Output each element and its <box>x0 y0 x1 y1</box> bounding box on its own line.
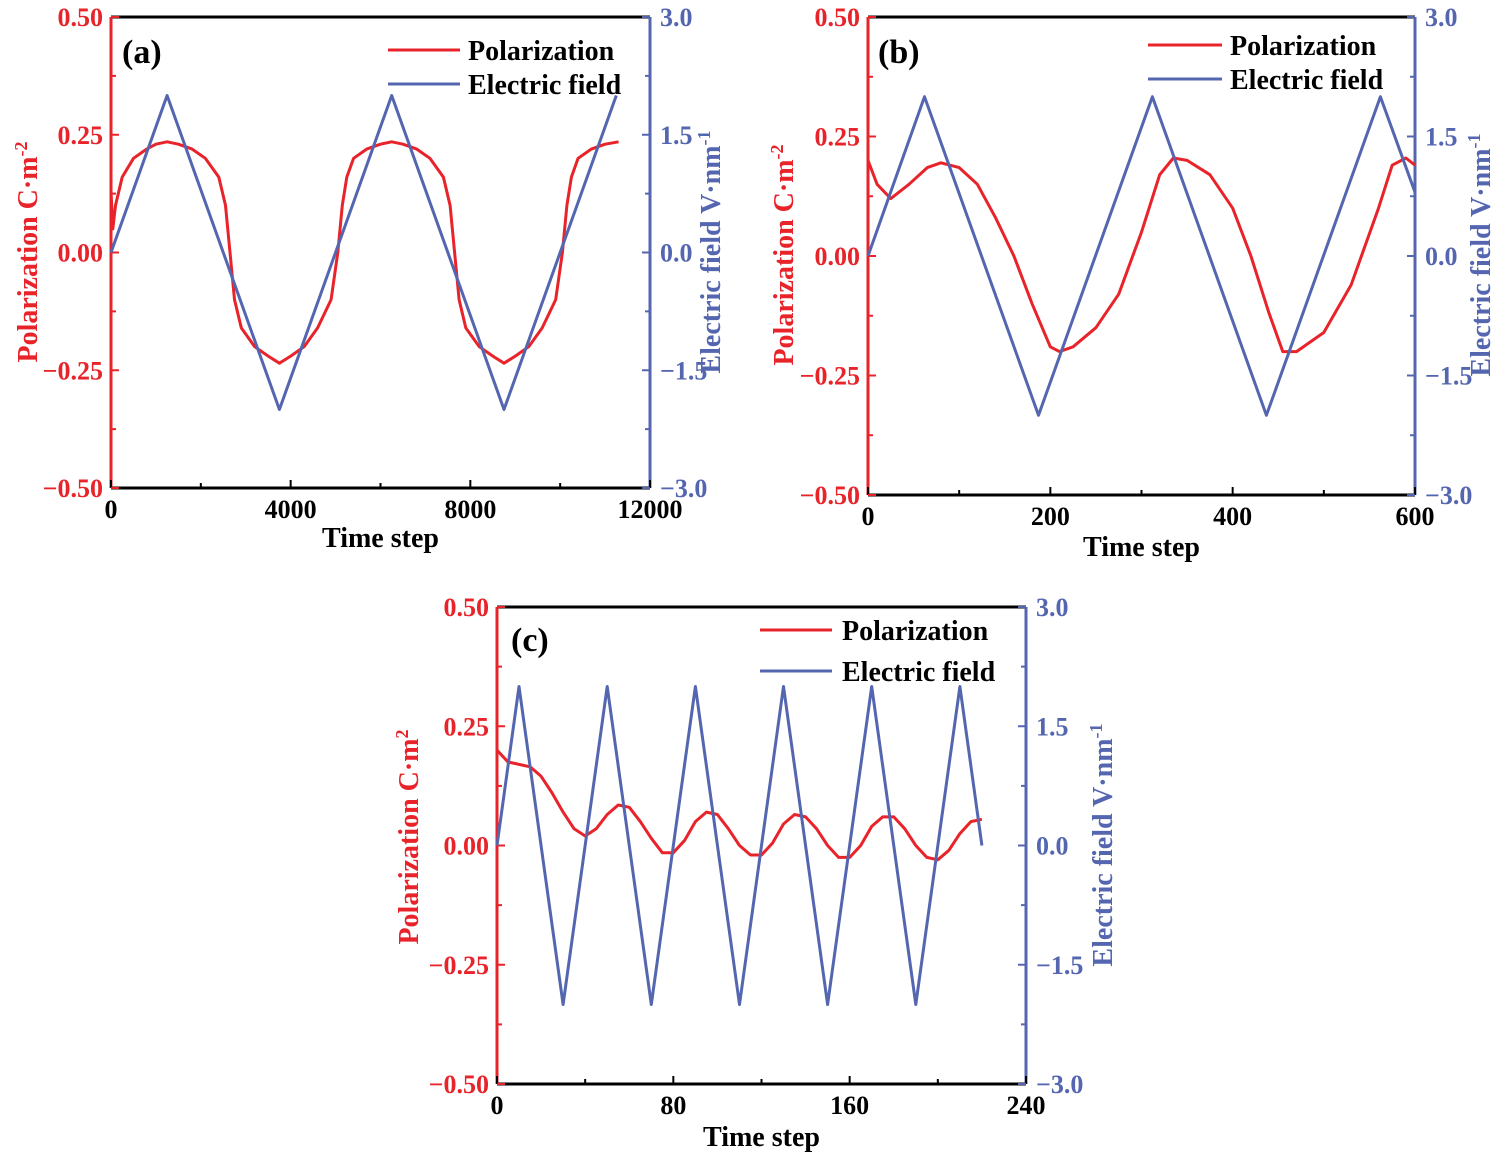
panel-c-right-tick-label: −1.5 <box>1036 951 1083 980</box>
panel-c-x-tick-label: 80 <box>660 1091 686 1120</box>
panel-a-x-tick-label: 0 <box>105 495 118 524</box>
panel-b-x-tick-label: 600 <box>1396 502 1435 531</box>
panel-b-electric-field-line <box>866 95 1417 417</box>
panel-b-right-tick-label: 0.0 <box>1425 242 1458 271</box>
panel-b-left-tick-label: 0.00 <box>815 242 861 271</box>
panel-c-legend-electric-field-label: Electric field <box>842 657 996 688</box>
panel-a-left-axis-title: Polarization C·m-2 <box>11 141 44 362</box>
panel-b-right-tick-label: 1.5 <box>1425 123 1458 152</box>
panel-c-right-tick-label: 1.5 <box>1036 712 1069 741</box>
panel-b-right-tick-label: −3.0 <box>1425 481 1472 510</box>
panel-b-label: (b) <box>878 34 920 71</box>
panel-b-legend-electric-field-label: Electric field <box>1230 65 1384 96</box>
panel-a-right-tick-label: 3.0 <box>660 3 693 32</box>
panel-a-right-axis-title: Electric field V·nm-1 <box>694 130 727 373</box>
panel-b-x-tick-label: 400 <box>1213 502 1252 531</box>
panel-a-x-tick-label: 8000 <box>444 495 496 524</box>
panel-c-left-tick-label: −0.50 <box>429 1070 489 1099</box>
panel-a-left-tick-label: 0.00 <box>58 239 104 268</box>
panel-a-legend-polarization-label: Polarization <box>468 36 615 67</box>
panel-b-x-axis-title: Time step <box>1083 532 1200 563</box>
panel-b-x-tick-label: 0 <box>862 502 875 531</box>
panel-a-right-tick-label: 1.5 <box>660 121 693 150</box>
panel-c-legend: Polarization Electric field <box>760 616 996 688</box>
panel-c-x-tick-label: 240 <box>1007 1091 1046 1120</box>
panel-b-right-tick-label: −1.5 <box>1425 362 1472 391</box>
panel-b-left-tick-label: −0.25 <box>800 362 860 391</box>
panel-c-x-tick-label: 160 <box>830 1091 869 1120</box>
panel-b-legend-polarization-label: Polarization <box>1230 31 1377 62</box>
panel-a-legend-electric-field-label: Electric field <box>468 70 622 101</box>
panel-b-left-tick-label: 0.25 <box>815 123 861 152</box>
panel-a-right-tick-label: 0.0 <box>660 239 693 268</box>
panel-b-left-tick-label: −0.50 <box>800 481 860 510</box>
panel-b-left-axis-title: Polarization C·m-2 <box>767 144 800 365</box>
panel-a-left-tick-label: 0.25 <box>58 121 104 150</box>
panel-a-left-tick-label: −0.25 <box>43 356 103 385</box>
panel-c-legend-polarization-label: Polarization <box>842 616 989 647</box>
panel-b-x-tick-label: 200 <box>1031 502 1070 531</box>
panel-c: 0 80 160 240 −0.50 −0.25 0.00 0.25 0.50 −3.0 −1.5 0… <box>392 593 1119 1153</box>
panel-b-left-tick-label: 0.50 <box>815 3 861 32</box>
panel-a-left-tick-label: −0.50 <box>43 474 103 503</box>
panel-c-right-tick-label: −3.0 <box>1036 1070 1083 1099</box>
panel-a-electric-field-line <box>109 94 618 411</box>
panel-a-x-axis-title: Time step <box>322 523 439 554</box>
panel-c-left-tick-label: 0.00 <box>444 832 490 861</box>
panel-a-left-tick-label: 0.50 <box>58 3 104 32</box>
panel-b-right-axis-title: Electric field V·nm-1 <box>1464 133 1497 376</box>
panel-b-polarization-line <box>866 156 1416 354</box>
panel-c-x-axis-title: Time step <box>703 1122 820 1153</box>
panel-c-polarization-line <box>495 749 983 862</box>
panel-b: 0 200 400 600 −0.50 −0.25 0.00 0.25 0.50 −3.0 −1.5… <box>767 3 1497 563</box>
panel-c-left-axis-title: Polarization C·m2 <box>392 729 425 944</box>
panel-c-right-tick-label: 0.0 <box>1036 832 1069 861</box>
panel-c-left-tick-label: 0.50 <box>444 593 490 622</box>
panel-b-right-tick-label: 3.0 <box>1425 3 1458 32</box>
panel-c-label: (c) <box>511 622 549 659</box>
panel-a-right-tick-label: −3.0 <box>660 474 707 503</box>
panel-c-electric-field-line <box>495 685 984 1006</box>
panel-a-right-tick-label: −1.5 <box>660 356 707 385</box>
panel-c-right-axis-title: Electric field V·nm-1 <box>1086 723 1119 966</box>
panel-a-label: (a) <box>122 34 162 71</box>
panel-c-left-tick-label: −0.25 <box>429 951 489 980</box>
panel-a-x-tick-label: 12000 <box>618 495 683 524</box>
panel-a: 0 4000 8000 12000 −0.50 −0.25 0.00 0.25 0.50 −3.0… <box>11 3 727 554</box>
panel-a-x-tick-label: 4000 <box>265 495 317 524</box>
panel-c-x-tick-label: 0 <box>491 1091 504 1120</box>
panel-c-right-tick-label: 3.0 <box>1036 593 1069 622</box>
panel-c-left-tick-label: 0.25 <box>444 712 490 741</box>
